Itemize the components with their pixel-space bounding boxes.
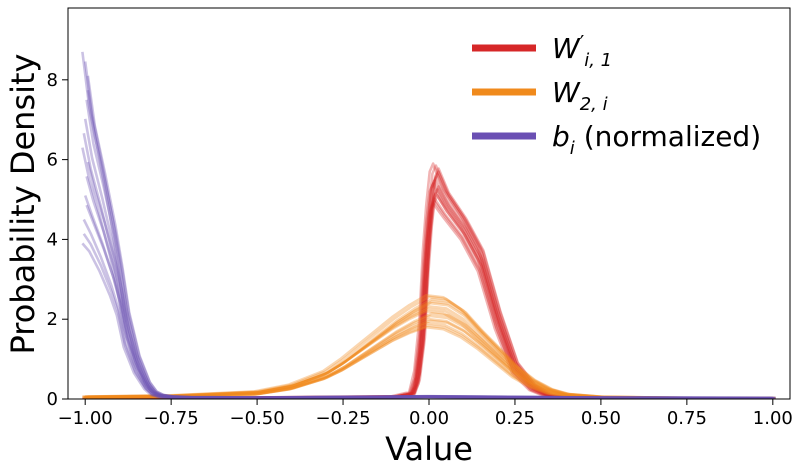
y-tick-label: 0 bbox=[47, 389, 58, 410]
series-3-curve bbox=[81, 242, 771, 399]
series-2-curve bbox=[83, 324, 772, 399]
series-2-curve bbox=[82, 294, 771, 399]
y-tick-label: 4 bbox=[47, 229, 58, 250]
series-3-curve bbox=[83, 118, 773, 399]
series-2-curve bbox=[86, 319, 775, 399]
series-1-curve bbox=[87, 167, 776, 399]
series-3-curve bbox=[85, 99, 775, 399]
series-1-curve bbox=[85, 192, 773, 399]
x-tick-label: −0.75 bbox=[144, 408, 199, 429]
legend-label: W′i, 1 bbox=[552, 31, 612, 71]
y-axis-title: Probability Density bbox=[4, 54, 42, 355]
series-1-curves bbox=[82, 162, 776, 399]
series-3-curve bbox=[81, 147, 771, 399]
series-3-curve bbox=[85, 176, 775, 399]
x-tick-label: 0.00 bbox=[409, 408, 449, 429]
plot-area bbox=[81, 51, 776, 399]
series-1-curve bbox=[85, 176, 773, 399]
series-3-curve bbox=[82, 233, 772, 399]
series-2-curve bbox=[87, 298, 776, 399]
y-tick-label: 2 bbox=[47, 309, 58, 330]
series-1-curve bbox=[87, 185, 776, 399]
series-3-curve bbox=[86, 161, 776, 399]
series-2-curve bbox=[82, 309, 771, 399]
series-1-curve bbox=[87, 170, 776, 399]
series-1-curve bbox=[82, 162, 771, 399]
series-2-curve bbox=[83, 307, 772, 399]
series-3-curve bbox=[83, 195, 773, 399]
series-1-curve bbox=[82, 182, 771, 399]
series-1-curve bbox=[86, 194, 775, 399]
series-2-curve bbox=[85, 305, 773, 399]
series-1-curve bbox=[83, 179, 772, 399]
x-axis: −1.00 −0.75 −0.50 −0.25 0.00 0.25 0.50 0.75 1.00 bbox=[58, 399, 793, 429]
y-axis: 0 2 4 6 8 bbox=[47, 70, 68, 410]
x-tick-label: −0.25 bbox=[315, 408, 370, 429]
series-3-curve bbox=[81, 51, 771, 399]
series-2-curve bbox=[82, 325, 771, 399]
x-tick-label: 1.00 bbox=[753, 408, 793, 429]
series-3-curve bbox=[85, 204, 775, 399]
series-2-curve bbox=[86, 301, 775, 399]
legend-label: W2, i bbox=[552, 76, 608, 115]
x-tick-label: 0.50 bbox=[581, 408, 621, 429]
series-1-curve bbox=[86, 188, 775, 399]
series-2-curve bbox=[86, 314, 775, 399]
series-1-curve bbox=[85, 164, 773, 399]
series-1-curve bbox=[83, 197, 772, 399]
y-tick-label: 8 bbox=[47, 70, 58, 91]
series-2-curve bbox=[83, 321, 772, 399]
series-2-curve bbox=[85, 317, 773, 399]
legend: W′i, 1 W2, i bi (normalized) bbox=[472, 31, 761, 159]
series-3-curve bbox=[86, 90, 776, 399]
series-1-curve bbox=[83, 200, 772, 399]
x-tick-label: 0.75 bbox=[667, 408, 707, 429]
series-1-curve bbox=[82, 202, 771, 399]
series-3-curve bbox=[82, 218, 772, 399]
series-2-curve bbox=[85, 295, 773, 399]
x-tick-label: −1.00 bbox=[58, 408, 113, 429]
legend-label: bi (normalized) bbox=[552, 120, 761, 159]
series-3-curve bbox=[86, 75, 776, 399]
series-3-curve bbox=[83, 61, 773, 399]
series-1-curve bbox=[86, 172, 775, 399]
x-axis-title: Value bbox=[385, 430, 473, 468]
x-tick-label: −0.50 bbox=[230, 408, 285, 429]
series-2-curves bbox=[82, 294, 776, 399]
series-3-curve bbox=[82, 133, 772, 399]
series-3-curves bbox=[81, 51, 776, 399]
y-tick-label: 6 bbox=[47, 150, 58, 171]
x-tick-label: 0.25 bbox=[495, 408, 535, 429]
series-2-curve bbox=[87, 312, 776, 399]
series-2-curve bbox=[87, 300, 776, 399]
